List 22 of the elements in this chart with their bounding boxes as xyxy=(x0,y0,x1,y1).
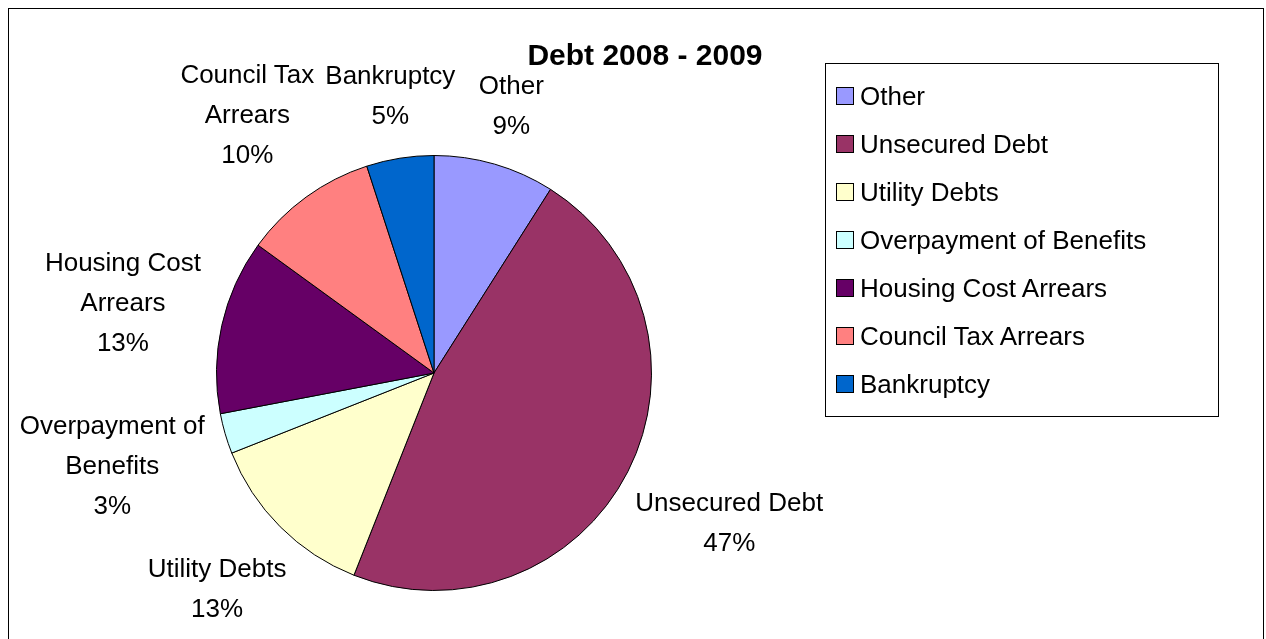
data-label: 13% xyxy=(96,326,149,357)
slice-label: Unsecured Debt xyxy=(635,486,824,517)
chart-title: Debt 2008 - 2009 xyxy=(526,38,764,72)
legend-label: Utility Debts xyxy=(860,176,999,208)
slice-label: Bankruptcy xyxy=(325,60,456,91)
slice-label: Overpayment of Benefits xyxy=(19,409,206,480)
data-label: 9% xyxy=(492,110,531,141)
legend-label: Bankruptcy xyxy=(860,368,991,400)
data-label: 10% xyxy=(221,139,274,170)
legend-label: Housing Cost Arrears xyxy=(860,272,1108,304)
data-label: 47% xyxy=(703,526,756,557)
data-label: 5% xyxy=(371,100,410,131)
legend-label: Council Tax Arrears xyxy=(860,320,1085,352)
slice-label: Other xyxy=(478,70,545,101)
legend-label: Overpayment of Benefits xyxy=(860,224,1147,256)
slice-label: Housing Cost Arrears xyxy=(44,246,202,317)
data-label: 13% xyxy=(191,593,244,624)
data-label: 3% xyxy=(93,489,132,520)
slice-label: Council Tax Arrears xyxy=(180,59,315,130)
slice-label: Utility Debts xyxy=(147,553,287,584)
legend-label: Unsecured Debt xyxy=(860,128,1048,160)
legend-label: Other xyxy=(860,80,926,112)
